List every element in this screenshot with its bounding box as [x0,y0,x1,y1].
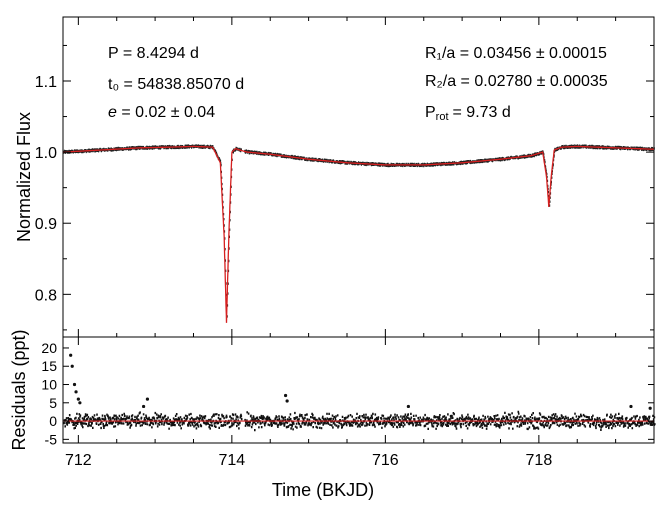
residual-outlier-4 [76,397,80,401]
residual-outlier-2 [72,382,77,387]
period-annotation: P = 8.4294 d [108,45,199,62]
bottom-ytick-label-2: 5 [49,395,57,411]
residual-outlier-10 [406,404,410,409]
residual-outlier-1 [70,364,74,368]
top-panel-data [63,144,655,323]
top-panel-frame [62,16,655,338]
xtick-label-1: 714 [219,452,246,469]
ecc-value: = 0.02 ± 0.04 [117,104,215,121]
bottom-ytick-label-5: 20 [41,340,57,356]
bottom-ytick-label-3: 10 [41,377,57,393]
bottom-ytick-label-4: 15 [41,358,57,374]
x-axis-label: Time (BKJD) [272,480,374,500]
top-y-axis-label: Normalized Flux [14,112,34,242]
prot-value: = 9.73 d [453,104,511,121]
t0-annotation: t₀ = 54838.85070 d [108,76,244,93]
model-line [63,145,654,323]
xtick-label-3: 718 [526,452,553,469]
residual-outlier-7 [141,404,146,409]
residual-outlier-11 [629,404,633,409]
top-ytick-label-3: 1.1 [35,74,57,91]
top-ytick-label-2: 1.0 [35,145,57,162]
ecc-symbol: e [108,104,117,121]
eccentricity-annotation: e = 0.02 ± 0.04 [108,104,215,121]
bottom-ytick-label-0: -5 [45,431,58,447]
xtick-label-0: 712 [65,452,92,469]
prot-symbol: P [425,104,436,121]
residual-outlier-9 [285,399,289,403]
residual-outlier-6 [145,397,150,401]
bottom-panel-frame [62,336,655,444]
residual-outlier-0 [69,353,73,357]
r2-annotation: R₂/a = 0.02780 ± 0.00035 [425,73,608,90]
residual-outlier-5 [78,401,82,405]
top-ytick-label-1: 0.9 [35,216,57,233]
xtick-label-2: 716 [372,452,399,469]
residual-outlier-3 [74,390,78,394]
top-ytick-label-0: 0.8 [35,287,57,304]
bottom-y-axis-label: Residuals (ppt) [9,329,29,450]
residual-outlier-12 [648,406,652,410]
bottom-ytick-label-1: 0 [49,413,57,429]
residual-outlier-8 [283,393,288,398]
top-data-points [63,144,655,318]
prot-annotation: Prot = 9.73 d [425,104,511,123]
r1-annotation: R₁/a = 0.03456 ± 0.00015 [425,45,607,62]
bottom-panel-data [63,353,656,432]
axis-ticks: 0.8 0.9 1.0 1.1 -5 0 5 10 15 20 712 714 716 718 [35,17,654,469]
prot-subscript: rot [436,111,449,123]
